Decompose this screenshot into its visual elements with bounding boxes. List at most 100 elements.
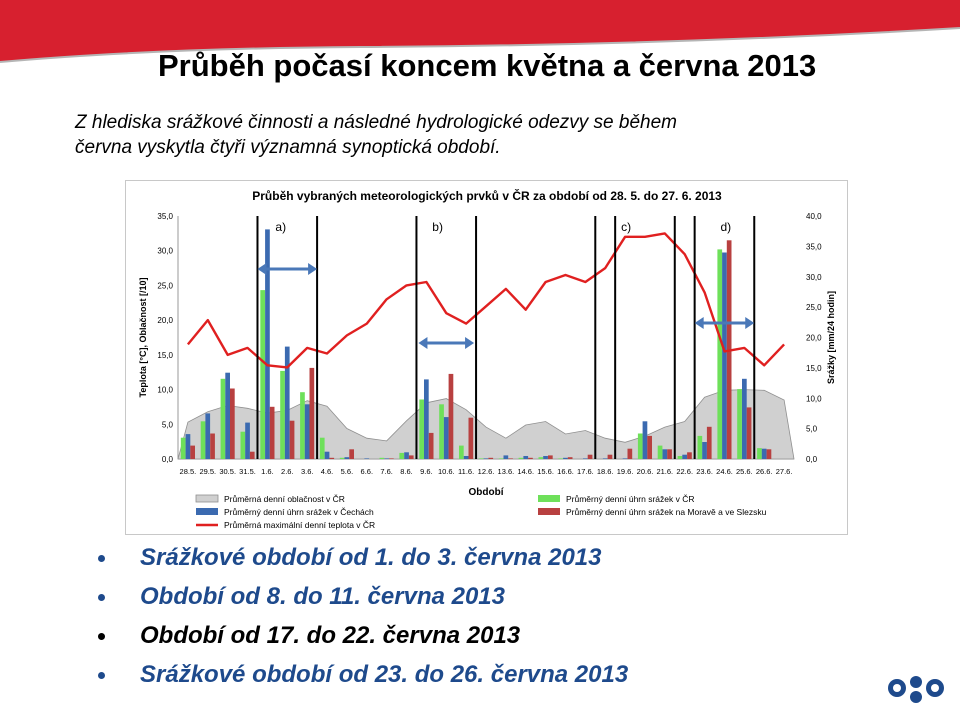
intro-paragraph: Z hlediska srážkové činnosti a následné … [75,112,677,158]
precip-bar [622,458,628,459]
precip-bar [607,454,613,459]
arrow-head-left-icon [418,337,428,349]
precip-bar [647,435,652,459]
precip-bar [682,454,687,459]
precip-bar [697,435,703,459]
arrow-head-right-icon [465,337,475,349]
precip-bar [225,372,230,459]
y-tick-label-left: 20,0 [157,316,173,325]
x-tick-label: 15.6. [537,467,554,476]
precip-bar [558,458,564,459]
precip-bar [677,456,683,459]
precip-bar [443,417,449,459]
precip-bar [657,445,663,459]
precip-bar [439,404,444,459]
arrow-head-left-icon [694,317,704,329]
precip-bar [180,437,186,459]
precip-bar [459,445,464,459]
x-tick-label: 2.6. [281,467,294,476]
precip-bar [602,458,608,459]
x-tick-label: 5.6. [341,467,354,476]
legend-label: Průměrná denní oblačnost v ČR [224,494,345,504]
x-tick-label: 6.6. [361,467,374,476]
period-label: b) [432,220,443,234]
precip-bar [667,449,672,459]
period-item-text: Srážkové období od 1. do 3. června 2013 [140,544,602,571]
precip-bar [329,457,335,459]
x-tick-label: 20.6. [637,467,654,476]
period-label: c) [621,220,631,234]
precip-bar [289,420,295,459]
x-tick-label: 30.5. [219,467,236,476]
period-item-1: Srážkové období od 1. do 3. června 2013 [98,540,628,579]
weather-chart: Průběh vybraných meteorologických prvků … [125,180,848,535]
precip-bar [384,458,389,459]
precip-bar [249,451,255,459]
precip-bar [706,426,712,459]
precip-bar [200,421,206,459]
precip-bar [498,458,504,459]
precip-bar [230,388,235,459]
legend-label: Průměrný denní úhrn srážek v ČR [566,494,695,504]
y-axis-label-left: Teplota [°C], Oblačnost [/10] [138,278,148,398]
precip-bar [528,457,533,459]
y-tick-label-left: 5,0 [162,420,174,429]
precip-bar [319,437,325,459]
precip-bar [205,413,211,459]
x-tick-label: 12.6. [478,467,495,476]
bullet-dot-icon [98,555,105,562]
y-axis-label-right: Srážky [mm/24 hodin] [826,291,836,384]
x-tick-label: 24.6. [716,467,733,476]
y-tick-label-right: 35,0 [806,242,822,251]
x-tick-label: 29.5. [199,467,216,476]
y-tick-label-left: 15,0 [157,351,173,360]
x-tick-label: 19.6. [617,467,634,476]
precip-bar [523,456,529,459]
precip-bar [245,422,250,459]
y-tick-label-left: 35,0 [157,212,173,221]
precip-bar [508,458,513,459]
x-tick-label: 8.6. [400,467,413,476]
legend-swatch [538,508,560,515]
arrow-head-right-icon [745,317,755,329]
y-tick-label-left: 30,0 [157,247,173,256]
x-tick-label: 4.6. [321,467,334,476]
legend-swatch [538,495,560,502]
precip-bar [349,449,354,459]
y-tick-label-left: 10,0 [157,386,173,395]
precip-bar [488,457,494,459]
precip-bar [766,449,772,459]
precip-bar [702,442,707,459]
precip-bar [637,433,643,459]
x-tick-label: 1.6. [261,467,274,476]
y-tick-label-right: 20,0 [806,334,822,343]
period-item-2: Období od 8. do 11. června 2013 [98,579,628,618]
bullet-dot-icon [98,633,105,640]
precip-bar [463,456,469,459]
temperature-line [186,232,785,369]
x-tick-label: 17.6. [577,467,594,476]
precip-bar [761,448,767,459]
x-tick-label: 7.6. [380,467,393,476]
precip-bar [483,458,489,459]
precip-bar [190,445,195,459]
bullet-dot-icon [98,672,105,679]
precip-bar [737,389,742,459]
precip-bar [309,367,315,459]
precip-bar [404,452,409,459]
precip-bar [742,378,747,459]
precip-bar [324,451,330,459]
precip-bar [344,457,350,459]
precip-bar [408,455,414,459]
legend-label: Průměrný denní úhrn srážek v Čechách [224,507,374,517]
period-item-text: Období od 17. do 22. června 2013 [140,622,521,649]
precip-bar [280,370,285,459]
period-item-text: Srážkové období od 23. do 26. června 201… [140,661,629,688]
y-tick-label-right: 25,0 [806,303,822,312]
x-tick-label: 21.6. [656,467,673,476]
x-tick-label: 3.6. [301,467,314,476]
arrow-head-left-icon [257,263,267,275]
precip-bar [548,455,553,459]
y-tick-label-right: 10,0 [806,394,822,403]
y-tick-label-right: 40,0 [806,212,822,221]
